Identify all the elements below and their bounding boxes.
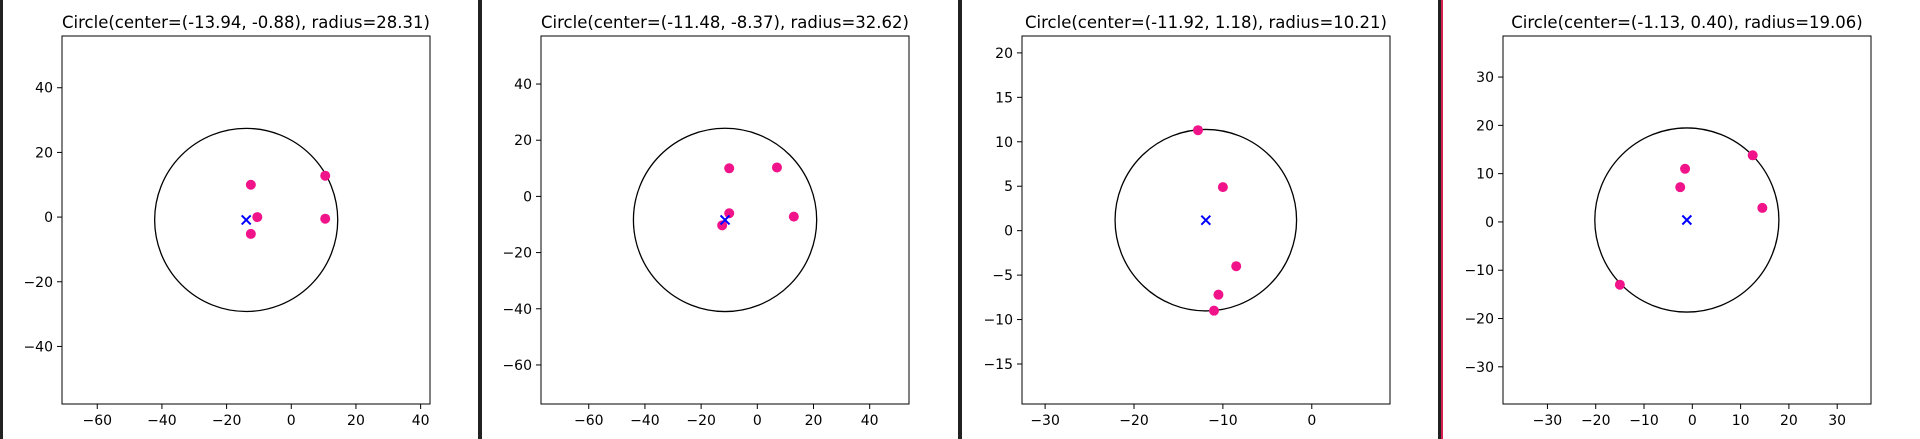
chart-panel: Circle(center=(-11.48, -8.37), radius=32… bbox=[502, 13, 910, 429]
x-tick-label: −20 bbox=[1119, 413, 1149, 429]
data-point bbox=[320, 213, 331, 224]
circle-outline bbox=[1114, 128, 1298, 312]
x-tick-label: 0 bbox=[753, 413, 762, 429]
y-tick-label: 0 bbox=[1485, 215, 1494, 231]
x-tick-label: −20 bbox=[1581, 413, 1611, 429]
center-marker bbox=[1681, 214, 1693, 226]
x-tick-label: 20 bbox=[347, 413, 365, 429]
circle-outline bbox=[1594, 127, 1780, 313]
y-tick-label: 30 bbox=[1476, 70, 1494, 86]
panel-divider bbox=[478, 0, 482, 439]
axes-frame bbox=[1502, 35, 1872, 405]
y-tick-label: 40 bbox=[514, 77, 532, 93]
y-tick-label: −40 bbox=[23, 339, 53, 355]
panel-divider bbox=[0, 0, 3, 439]
chart-panel: Circle(center=(-13.94, -0.88), radius=28… bbox=[23, 13, 431, 429]
x-tick-label: −20 bbox=[212, 413, 242, 429]
x-tick-label: 40 bbox=[412, 413, 430, 429]
y-tick-label: −20 bbox=[502, 246, 532, 262]
x-tick-label: −40 bbox=[147, 413, 177, 429]
y-tick-label: 20 bbox=[995, 46, 1013, 62]
data-point bbox=[1680, 163, 1691, 174]
chart-panel: Circle(center=(-11.92, 1.18), radius=10.… bbox=[983, 13, 1391, 429]
y-tick-label: 20 bbox=[514, 133, 532, 149]
y-tick-label: 15 bbox=[995, 90, 1013, 106]
data-point bbox=[1747, 150, 1758, 161]
x-tick-label: 20 bbox=[1780, 413, 1798, 429]
data-point bbox=[1231, 261, 1242, 272]
data-point bbox=[1209, 305, 1219, 316]
chart-title: Circle(center=(-13.94, -0.88), radius=28… bbox=[62, 13, 430, 32]
data-point bbox=[1614, 279, 1625, 290]
data-point bbox=[771, 162, 782, 173]
data-point bbox=[717, 220, 728, 231]
x-tick-label: 0 bbox=[1307, 413, 1316, 429]
axes-frame bbox=[61, 35, 431, 405]
circle-outline bbox=[153, 127, 339, 313]
x-tick-label: 0 bbox=[287, 413, 296, 429]
axes-frame bbox=[540, 35, 910, 405]
data-point bbox=[1757, 202, 1768, 213]
y-tick-label: −10 bbox=[983, 313, 1013, 329]
y-tick-label: −10 bbox=[1464, 263, 1494, 279]
circle-outline bbox=[632, 127, 818, 313]
x-tick-label: −40 bbox=[630, 413, 660, 429]
data-point bbox=[320, 170, 331, 181]
center-marker bbox=[1200, 214, 1212, 226]
y-tick-label: −20 bbox=[1464, 312, 1494, 328]
y-tick-label: 0 bbox=[44, 210, 53, 226]
data-point bbox=[245, 228, 256, 239]
x-tick-label: 20 bbox=[805, 413, 823, 429]
data-point bbox=[1193, 125, 1203, 136]
center-marker bbox=[719, 214, 731, 226]
y-tick-label: −60 bbox=[502, 358, 532, 374]
chart-title: Circle(center=(-1.13, 0.40), radius=19.0… bbox=[1511, 13, 1862, 32]
y-tick-label: −40 bbox=[502, 302, 532, 318]
x-tick-label: −60 bbox=[82, 413, 112, 429]
chart-panel: Circle(center=(-1.13, 0.40), radius=19.0… bbox=[1464, 13, 1872, 429]
x-tick-label: 30 bbox=[1828, 413, 1846, 429]
x-tick-label: −60 bbox=[574, 413, 604, 429]
x-tick-label: −10 bbox=[1208, 413, 1238, 429]
x-tick-label: −10 bbox=[1629, 413, 1659, 429]
chart-title: Circle(center=(-11.48, -8.37), radius=32… bbox=[541, 13, 909, 32]
data-point bbox=[245, 179, 256, 190]
data-point bbox=[252, 212, 263, 223]
panel-divider bbox=[1438, 0, 1441, 439]
axes-frame bbox=[1021, 35, 1391, 405]
x-tick-label: −20 bbox=[686, 413, 716, 429]
data-point bbox=[788, 211, 799, 222]
data-point bbox=[724, 163, 735, 174]
y-tick-label: 5 bbox=[1004, 179, 1013, 195]
x-tick-label: 0 bbox=[1688, 413, 1697, 429]
x-tick-label: 40 bbox=[861, 413, 879, 429]
y-tick-label: 10 bbox=[995, 135, 1013, 151]
panel-divider-accent bbox=[1441, 0, 1443, 439]
y-tick-label: −30 bbox=[1464, 360, 1494, 376]
y-tick-label: 10 bbox=[1476, 167, 1494, 183]
x-tick-label: −30 bbox=[1030, 413, 1060, 429]
data-point bbox=[724, 208, 735, 219]
y-tick-label: −15 bbox=[983, 357, 1013, 373]
panel-divider bbox=[958, 0, 962, 439]
center-marker bbox=[240, 214, 252, 226]
x-tick-label: −30 bbox=[1533, 413, 1563, 429]
y-tick-label: 0 bbox=[1004, 224, 1013, 240]
y-tick-label: 40 bbox=[35, 81, 53, 97]
data-point bbox=[1217, 182, 1228, 193]
y-tick-label: 0 bbox=[523, 189, 532, 205]
y-tick-label: 20 bbox=[1476, 118, 1494, 134]
data-point bbox=[1213, 289, 1224, 300]
x-tick-label: 10 bbox=[1732, 413, 1750, 429]
y-tick-label: −20 bbox=[23, 275, 53, 291]
y-tick-label: −5 bbox=[992, 268, 1013, 284]
chart-title: Circle(center=(-11.92, 1.18), radius=10.… bbox=[1025, 13, 1387, 32]
y-tick-label: 20 bbox=[35, 145, 53, 161]
data-point bbox=[1675, 182, 1686, 193]
